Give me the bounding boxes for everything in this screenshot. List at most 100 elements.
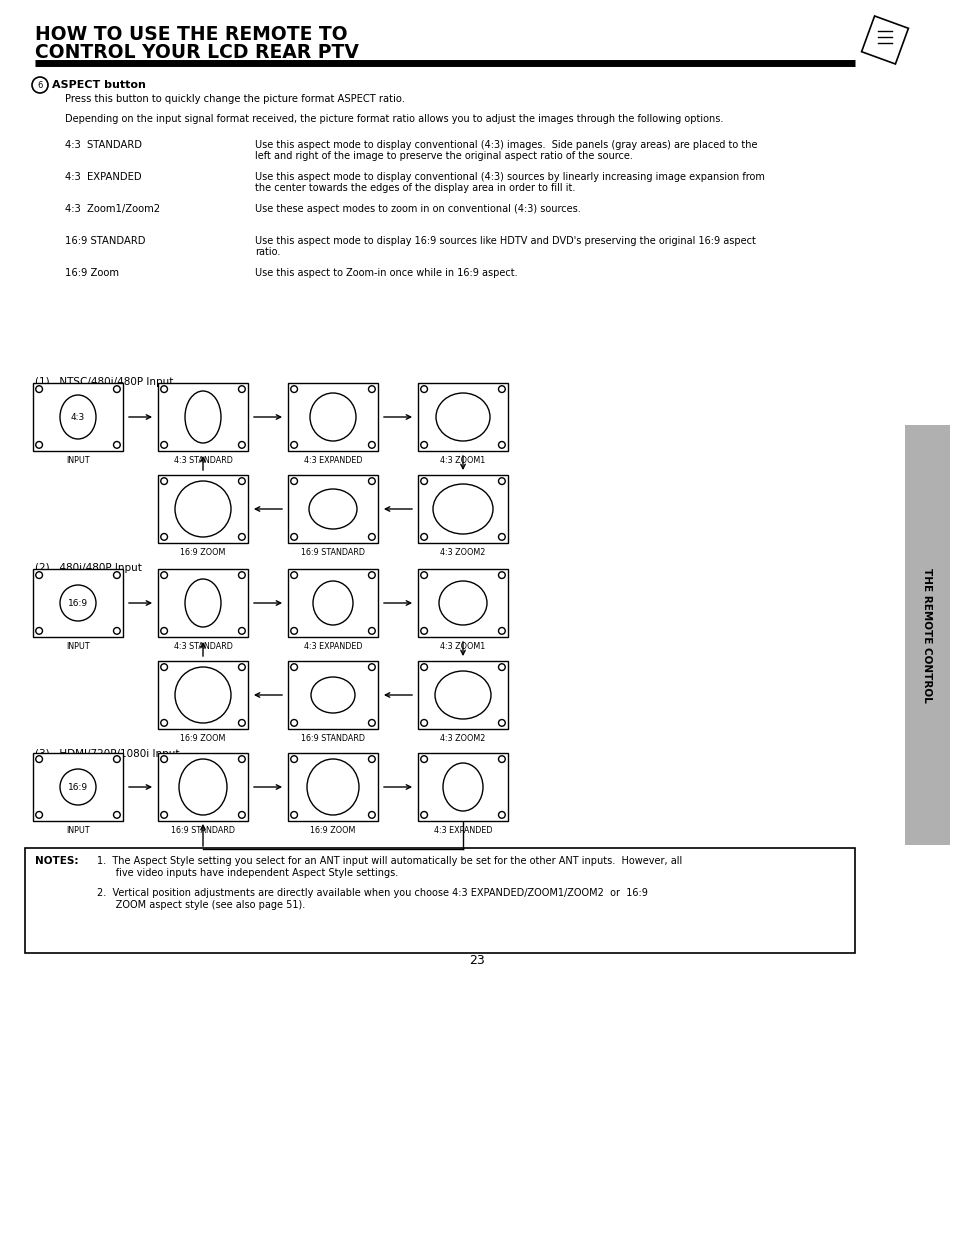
Circle shape xyxy=(161,385,168,393)
Bar xyxy=(904,425,949,845)
Bar xyxy=(158,569,174,637)
Circle shape xyxy=(35,756,43,762)
Circle shape xyxy=(420,720,427,726)
Text: 16:9 ZOOM: 16:9 ZOOM xyxy=(180,548,226,557)
Bar xyxy=(417,661,507,729)
Text: 2.  Vertical position adjustments are directly available when you choose 4:3 EXP: 2. Vertical position adjustments are dir… xyxy=(97,888,647,898)
Ellipse shape xyxy=(309,489,356,529)
Circle shape xyxy=(113,627,120,635)
Ellipse shape xyxy=(174,480,231,537)
Circle shape xyxy=(420,627,427,635)
Circle shape xyxy=(498,756,505,762)
Bar xyxy=(417,383,507,451)
Circle shape xyxy=(368,756,375,762)
Circle shape xyxy=(368,572,375,578)
Text: ASPECT button: ASPECT button xyxy=(52,80,146,90)
Text: 4:3 STANDARD: 4:3 STANDARD xyxy=(173,456,233,466)
Text: CONTROL YOUR LCD REAR PTV: CONTROL YOUR LCD REAR PTV xyxy=(35,43,358,62)
Circle shape xyxy=(291,756,297,762)
Bar xyxy=(33,753,123,821)
Bar xyxy=(232,569,248,637)
Text: THE REMOTE CONTROL: THE REMOTE CONTROL xyxy=(922,568,931,703)
Bar xyxy=(861,16,907,64)
Bar xyxy=(158,569,248,637)
Text: left and right of the image to preserve the original aspect ratio of the source.: left and right of the image to preserve … xyxy=(254,151,632,161)
Bar xyxy=(158,753,248,821)
Circle shape xyxy=(498,720,505,726)
Circle shape xyxy=(291,720,297,726)
Circle shape xyxy=(368,663,375,671)
Text: 23: 23 xyxy=(469,953,484,967)
Bar xyxy=(288,569,377,637)
Text: Depending on the input signal format received, the picture format ratio allows y: Depending on the input signal format rec… xyxy=(65,114,722,124)
Circle shape xyxy=(161,663,168,671)
Ellipse shape xyxy=(433,484,493,534)
Bar xyxy=(417,569,507,637)
Circle shape xyxy=(161,478,168,484)
Text: 4:3 ZOOM2: 4:3 ZOOM2 xyxy=(440,548,485,557)
Circle shape xyxy=(420,385,427,393)
Circle shape xyxy=(498,811,505,819)
Text: five video inputs have independent Aspect Style settings.: five video inputs have independent Aspec… xyxy=(97,868,397,878)
Circle shape xyxy=(238,720,245,726)
Bar xyxy=(288,753,377,821)
Circle shape xyxy=(420,478,427,484)
Circle shape xyxy=(238,534,245,540)
Ellipse shape xyxy=(60,395,96,438)
Circle shape xyxy=(161,720,168,726)
Bar xyxy=(158,661,248,729)
Circle shape xyxy=(291,572,297,578)
Text: 4:3 ZOOM1: 4:3 ZOOM1 xyxy=(440,456,485,466)
Bar xyxy=(33,383,123,451)
Text: NOTES:: NOTES: xyxy=(35,856,78,866)
Text: 16:9 STANDARD: 16:9 STANDARD xyxy=(65,236,146,246)
Circle shape xyxy=(113,572,120,578)
Text: the center towards the edges of the display area in order to fill it.: the center towards the edges of the disp… xyxy=(254,183,575,193)
Circle shape xyxy=(368,534,375,540)
Text: Use this aspect mode to display 16:9 sources like HDTV and DVD's preserving the : Use this aspect mode to display 16:9 sou… xyxy=(254,236,755,246)
Ellipse shape xyxy=(185,391,221,443)
Bar xyxy=(288,475,377,543)
Bar xyxy=(288,383,377,451)
Text: HOW TO USE THE REMOTE TO: HOW TO USE THE REMOTE TO xyxy=(35,25,347,44)
Circle shape xyxy=(291,442,297,448)
Circle shape xyxy=(113,811,120,819)
Bar xyxy=(158,383,248,451)
Text: Use this aspect to Zoom-in once while in 16:9 aspect.: Use this aspect to Zoom-in once while in… xyxy=(254,268,517,278)
Text: Use this aspect mode to display conventional (4:3) sources by linearly increasin: Use this aspect mode to display conventi… xyxy=(254,172,764,182)
Text: 16:9 ZOOM: 16:9 ZOOM xyxy=(180,734,226,743)
Circle shape xyxy=(368,478,375,484)
Bar xyxy=(158,383,174,451)
Circle shape xyxy=(498,442,505,448)
Text: Use this aspect mode to display conventional (4:3) images.  Side panels (gray ar: Use this aspect mode to display conventi… xyxy=(254,140,757,149)
Ellipse shape xyxy=(185,579,221,627)
Circle shape xyxy=(238,627,245,635)
Circle shape xyxy=(113,442,120,448)
Circle shape xyxy=(498,385,505,393)
Ellipse shape xyxy=(179,760,227,815)
Circle shape xyxy=(420,572,427,578)
Text: INPUT: INPUT xyxy=(66,456,90,466)
Text: 4:3 EXPANDED: 4:3 EXPANDED xyxy=(303,456,362,466)
Circle shape xyxy=(291,385,297,393)
Circle shape xyxy=(368,811,375,819)
Circle shape xyxy=(161,627,168,635)
Ellipse shape xyxy=(442,763,482,811)
Circle shape xyxy=(420,811,427,819)
Circle shape xyxy=(35,385,43,393)
Ellipse shape xyxy=(313,580,353,625)
Circle shape xyxy=(368,442,375,448)
Bar xyxy=(232,383,248,451)
Circle shape xyxy=(291,663,297,671)
Text: 4:3 ZOOM2: 4:3 ZOOM2 xyxy=(440,734,485,743)
Bar xyxy=(417,753,507,821)
Text: 4:3 EXPANDED: 4:3 EXPANDED xyxy=(434,826,492,835)
Circle shape xyxy=(161,442,168,448)
Text: (2)   480i/480P Input: (2) 480i/480P Input xyxy=(35,563,142,573)
Circle shape xyxy=(420,663,427,671)
Text: ZOOM aspect style (see also page 51).: ZOOM aspect style (see also page 51). xyxy=(97,900,305,910)
Circle shape xyxy=(238,811,245,819)
Text: 16:9: 16:9 xyxy=(68,599,88,608)
Text: Press this button to quickly change the picture format ASPECT ratio.: Press this button to quickly change the … xyxy=(65,94,405,104)
Circle shape xyxy=(161,534,168,540)
